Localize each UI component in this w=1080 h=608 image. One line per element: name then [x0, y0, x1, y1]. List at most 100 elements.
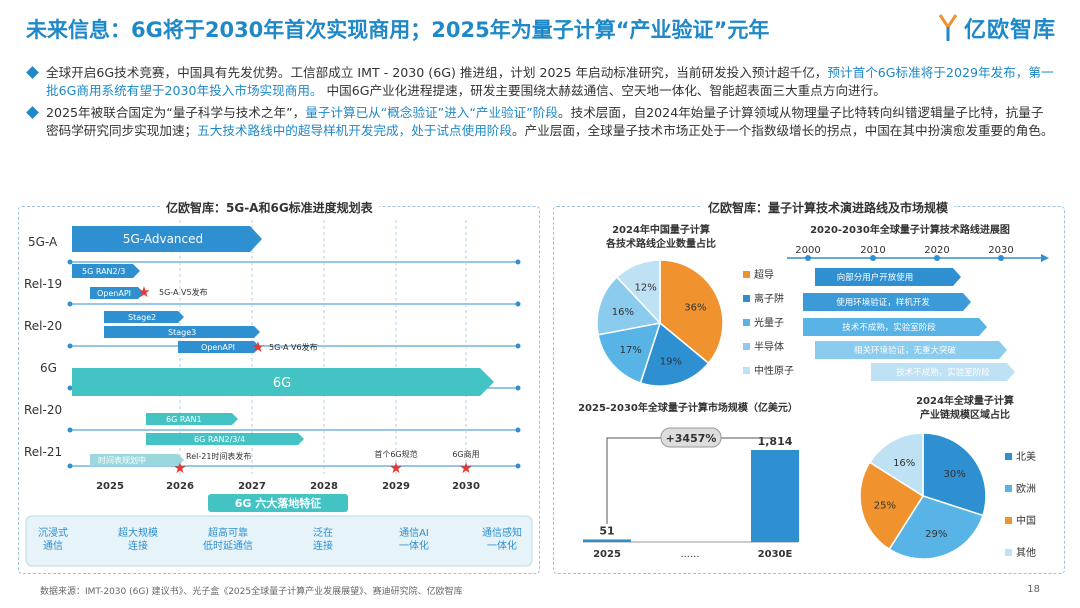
- bar-6g-ran1: [146, 413, 238, 425]
- legend-label: 半导体: [754, 340, 784, 353]
- pie-slice: [868, 432, 924, 498]
- milestone-label: 5G-A V6发布: [269, 342, 318, 352]
- star-icon: ★: [389, 459, 402, 477]
- route-text: 向部分用户开放使用: [837, 272, 914, 283]
- roadmap-year: 2010: [860, 245, 885, 256]
- pie-slice: [922, 432, 987, 517]
- pie1-title: 2024年中国量子计算各技术路线企业数量占比: [605, 223, 716, 250]
- row-label: Rel-19: [24, 277, 62, 291]
- source-note: 数据来源：IMT-2030 (6G) 建议书》、光子盒《2025全球量子计算产业…: [40, 587, 463, 597]
- route-arrow-photonic: [803, 318, 987, 336]
- feature-label: 超高可靠低时延通信: [203, 526, 253, 552]
- pie-slice: [659, 259, 724, 365]
- bullet-text: 。技术层面，自2024年始量子计算领域从物理量子比特转向纠错逻辑量子比特，抗量子…: [46, 105, 1044, 138]
- bullet-highlight: 量子计算已从“概念验证”进入“产业验证”阶段: [305, 105, 558, 120]
- star-icon: ★: [459, 459, 472, 477]
- year-label: 2030: [452, 481, 480, 492]
- year-label: 2029: [382, 481, 410, 492]
- legend-swatch: [743, 271, 750, 278]
- bar-5g-advanced: [72, 226, 262, 252]
- legend-label: 欧洲: [1016, 483, 1036, 495]
- milestone-label: 首个6G规范: [374, 449, 417, 459]
- market-ellipsis: ......: [680, 549, 699, 560]
- logo: 亿欧智库: [938, 12, 1056, 44]
- row-label: Rel-20: [24, 319, 62, 333]
- route-text: 技术不成熟，实验室阶段: [842, 322, 936, 333]
- bullet-text: 2025年被联合国定为“量子科学与技术之年”，: [46, 105, 306, 120]
- pie-slice: [615, 259, 661, 325]
- pie2-title: 2024年全球量子计算产业链规模区域占比: [916, 394, 1014, 421]
- bar-label: 时间表规划中: [98, 455, 146, 465]
- pie-value-label: 19%: [660, 357, 682, 368]
- bar-openapi-1: [90, 287, 144, 299]
- bar-6g-ran234: [146, 433, 304, 445]
- bar-6g: [72, 368, 494, 396]
- pie-slice: [639, 321, 710, 387]
- legend-label: 中性原子: [754, 364, 794, 377]
- bar-label: 6G RAN1: [166, 415, 202, 424]
- roadmap-year: 2000: [795, 245, 820, 256]
- pie-value-label: 30%: [943, 469, 965, 480]
- legend-label: 北美: [1016, 450, 1036, 463]
- diamond-bullet-icon: [26, 106, 39, 119]
- legend-swatch: [743, 319, 750, 326]
- market-bar-chart: 51 2025 1,814 2030E...... +3457%: [583, 427, 799, 560]
- roadmap-title: 2020-2030年全球量子计算技术路线进展图: [810, 223, 1010, 236]
- year-label: 2028: [310, 481, 338, 492]
- milestone-label: Rel-21时间表发布: [186, 451, 251, 461]
- legend-label: 离子阱: [754, 292, 784, 305]
- route-text: 技术不成熟，实验室阶段: [896, 367, 990, 378]
- page-number: 18: [1027, 584, 1040, 595]
- bullet-text: 全球开启6G技术竞赛，中国具有先发优势。工信部成立 IMT - 2030 (6G…: [46, 65, 828, 80]
- route-text: 使用环境验证，样机开发: [836, 297, 930, 308]
- pie-value-label: 17%: [620, 345, 642, 356]
- left-panel-title: 亿欧智库：5G-A和6G标准进度规划表: [160, 199, 379, 216]
- route-arrow-neutral-atom: [871, 363, 1015, 381]
- row-label: 6G: [40, 361, 57, 375]
- bar-label: Stage2: [128, 313, 156, 322]
- pie-regions: 30% 29% 25% 16%: [859, 432, 987, 560]
- growth-label: +3457%: [666, 432, 717, 445]
- bar-label: 5G-Advanced: [123, 232, 203, 246]
- feature-label: 沉浸式通信: [38, 526, 68, 552]
- row-label: Rel-20: [24, 403, 62, 417]
- legend-label: 超导: [754, 268, 774, 281]
- bullet-6g: 全球开启6G技术竞赛，中国具有先发优势。工信部成立 IMT - 2030 (6G…: [26, 64, 1056, 100]
- bar-label: OpenAPI: [97, 289, 131, 298]
- bar-label: 5G RAN2/3: [82, 267, 125, 276]
- star-icon: ★: [137, 283, 150, 301]
- page-title: 未来信息：6G将于2030年首次实现商用；2025年为量子计算“产业验证”元年: [26, 18, 770, 42]
- features-group: 沉浸式通信 超大规模连接 超高可靠低时延通信 泛在连接 通信AI 一体化 通信感知一体化: [38, 526, 522, 552]
- pie-slice: [859, 461, 925, 551]
- feature-label: 超大规模连接: [118, 526, 158, 552]
- market-bar: [583, 539, 631, 542]
- milestone-label: 5G-A V5发布: [159, 287, 208, 297]
- bullet-highlight: 预计首个6G标准将于2029年发布，第一批6G商用系统有望于2030年投入市场实…: [46, 65, 1054, 98]
- bar-label: 6G: [273, 376, 291, 391]
- row-label: Rel-21: [24, 445, 62, 459]
- pie-value-label: 12%: [635, 283, 657, 294]
- legend-swatch: [743, 295, 750, 302]
- bullet-quantum: 2025年被联合国定为“量子科学与技术之年”，量子计算已从“概念验证”进入“产业…: [26, 104, 1056, 140]
- roadmap-year: 2020: [924, 245, 949, 256]
- legend-swatch: [743, 343, 750, 350]
- features-title: 6G 六大落地特征: [235, 496, 322, 510]
- growth-badge: [660, 427, 722, 448]
- route-arrow-superconducting: [815, 268, 961, 286]
- legend-label: 光量子: [754, 316, 784, 329]
- route-arrow-ion-trap: [803, 293, 971, 311]
- market-category-label: 2030E: [758, 549, 793, 560]
- legend-swatch: [1005, 549, 1012, 556]
- roadmap-6g: 5G-A Rel-19 Rel-20 6G Rel-20 Rel-21 5G-A…: [24, 220, 533, 567]
- pie-value-label: 36%: [684, 302, 706, 313]
- market-value-label: 1,814: [758, 435, 793, 448]
- route-arrow-semiconductor: [815, 341, 1007, 359]
- legend-swatch: [1005, 485, 1012, 492]
- bullet-text: 。产业层面，全球量子技术市场正处于一个指数级增长的拐点，中国在其中扮演愈发重要的…: [511, 123, 1054, 138]
- pie-slice: [596, 276, 662, 336]
- market-category-label: 2025: [593, 549, 621, 560]
- bar-ran23: [72, 264, 140, 278]
- legend-label: 中国: [1016, 514, 1036, 527]
- bar-timetable: [90, 454, 184, 466]
- legend-swatch: [1005, 517, 1012, 524]
